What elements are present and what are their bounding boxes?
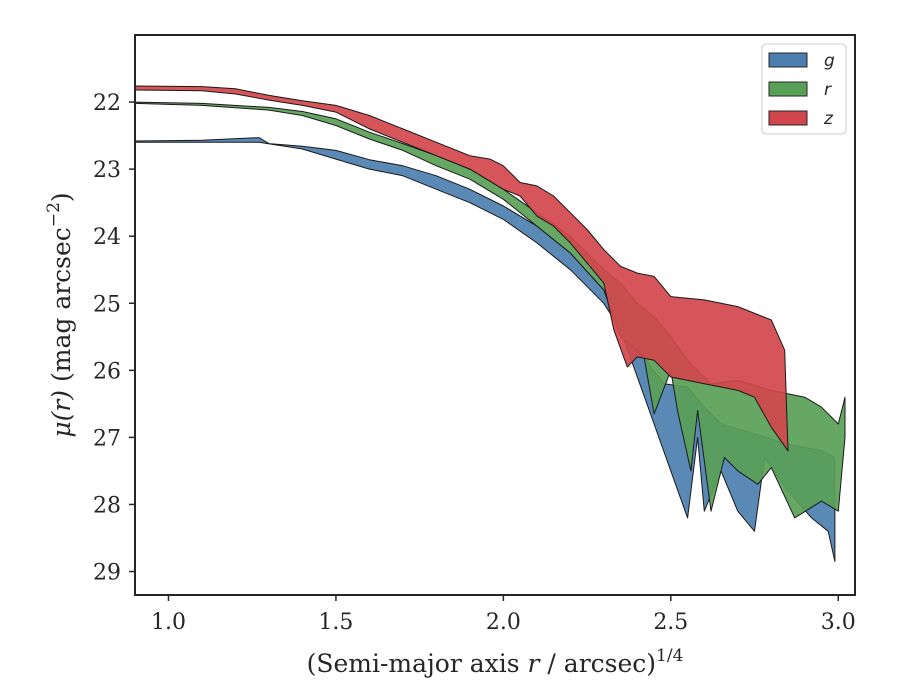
- y-tick-label: 28: [93, 493, 121, 518]
- x-tick-label: 1.0: [151, 610, 186, 635]
- y-tick-label: 26: [93, 359, 121, 384]
- x-axis-ticks: 1.0 1.5 2.0 2.5 3.0: [151, 595, 856, 635]
- y-tick-label: 23: [93, 158, 121, 183]
- y-axis-label: μ(r) (mag arcsec−2): [44, 192, 76, 437]
- x-tick-label: 2.0: [486, 610, 521, 635]
- x-tick-label: 1.5: [318, 610, 353, 635]
- legend-label-r: r: [824, 80, 832, 100]
- legend-swatch-r: [768, 81, 808, 97]
- y-tick-label: 24: [93, 225, 121, 250]
- legend-swatch-g: [768, 52, 808, 68]
- legend-label-g: g: [824, 51, 835, 71]
- y-tick-label: 25: [93, 292, 121, 317]
- plot-frame: [134, 34, 856, 596]
- legend-label-z: z: [823, 109, 834, 129]
- legend: g r z: [761, 43, 847, 135]
- x-tick-label: 3.0: [821, 610, 856, 635]
- band-z: [134, 85, 789, 452]
- x-tick-label: 2.5: [653, 610, 688, 635]
- y-tick-label: 22: [93, 91, 121, 116]
- y-tick-label: 29: [93, 561, 121, 586]
- profile-bands: [134, 85, 846, 562]
- y-tick-label: 27: [93, 426, 121, 451]
- x-axis-label: (Semi-major axis r / arcsec)1/4: [307, 646, 684, 678]
- band-g: [134, 137, 836, 562]
- legend-swatch-z: [768, 110, 808, 126]
- y-axis-ticks: 22 23 24 25 26 27 28 29: [93, 91, 135, 586]
